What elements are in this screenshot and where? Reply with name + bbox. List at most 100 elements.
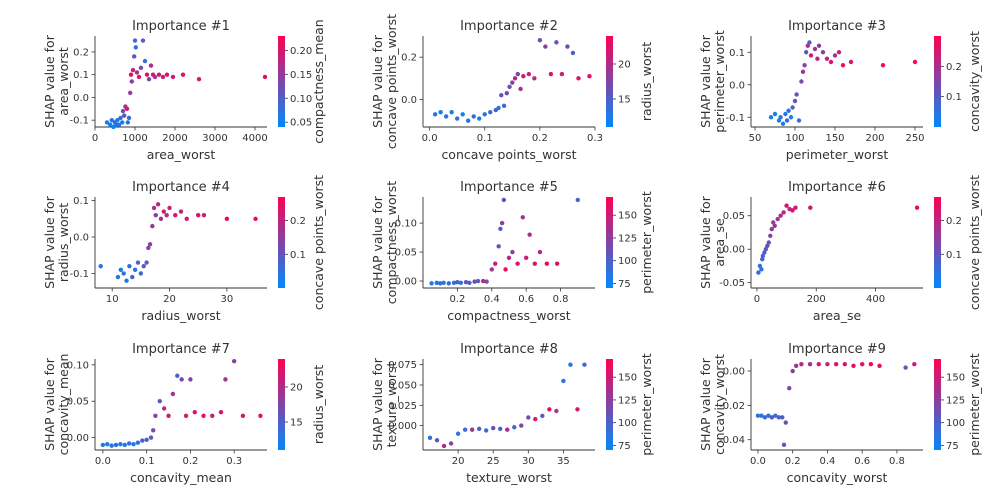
scatter-point xyxy=(122,442,127,448)
x-tick-label: 0.1 xyxy=(139,456,155,467)
scatter-point xyxy=(807,40,812,45)
x-tick-label: 0.2 xyxy=(785,456,801,467)
scatter-point xyxy=(510,249,515,255)
y-tick-label: -0.1 xyxy=(725,113,745,124)
scatter-point xyxy=(568,362,573,367)
y-tick-label: 0.025 xyxy=(388,401,417,412)
scatter-point xyxy=(489,267,494,272)
scatter-point xyxy=(880,63,886,68)
y-tick-label: -0.02 xyxy=(719,401,745,412)
colorbar-tick-label: 75 xyxy=(618,441,631,452)
scatter-point xyxy=(135,260,141,265)
scatter-point xyxy=(496,244,501,249)
scatter-point xyxy=(240,413,246,418)
colorbar xyxy=(606,197,613,288)
y-tick-label: 0.0 xyxy=(729,80,745,91)
scatter-point xyxy=(483,428,489,433)
scatter-point xyxy=(499,220,505,226)
scatter-point xyxy=(161,406,167,411)
scatter-point xyxy=(471,114,476,119)
chart-panel-6: Importance #6 0 200 400 -0.05 0.00 0.05 area_se… xyxy=(698,175,982,323)
scatter-point xyxy=(441,280,446,285)
scatter-point xyxy=(133,45,138,50)
x-axis-label: radius_worst xyxy=(141,308,220,323)
x-tick-label: 4000 xyxy=(242,133,267,144)
scatter-point xyxy=(113,442,119,448)
scatter-point xyxy=(816,43,822,48)
scatter-point xyxy=(173,213,178,218)
colorbar-label: compactness_mean xyxy=(311,19,326,143)
scatter-point xyxy=(482,112,487,117)
scatter-point xyxy=(501,103,507,109)
x-tick-label: 30 xyxy=(522,456,535,467)
scatter-point xyxy=(164,72,170,77)
y-tick-label: 0.0 xyxy=(401,95,417,106)
colorbar xyxy=(606,36,613,127)
scatter-point xyxy=(231,358,237,364)
scatter-point xyxy=(122,113,127,118)
colorbar-label: perimeter_worst xyxy=(639,191,654,294)
scatter-point xyxy=(144,72,150,77)
chart-panel-8: Importance #8 20 25 30 35 0.000 0.025 0.050 0.07… xyxy=(370,342,654,485)
scatter-point xyxy=(781,442,787,448)
x-tick-label: 0.3 xyxy=(587,133,603,144)
scatter-point xyxy=(192,409,197,415)
scatter-point xyxy=(477,116,482,121)
scatter-point xyxy=(140,438,145,443)
chart-title: Importance #8 xyxy=(460,342,558,357)
y-tick-label: 0.00 xyxy=(723,367,745,378)
x-tick-label: 200 xyxy=(807,294,826,305)
scatter-point xyxy=(178,209,184,214)
scatter-point xyxy=(501,197,507,203)
scatter-point xyxy=(554,408,559,414)
scatter-point xyxy=(188,377,193,382)
y-axis-label: SHAP value forarea_se xyxy=(698,195,727,289)
scatter-point xyxy=(759,267,764,272)
scatter-point xyxy=(760,253,766,259)
scatter-point xyxy=(763,246,769,252)
colorbar-tick-label: 0.1 xyxy=(946,250,962,261)
scatter-point xyxy=(506,255,512,261)
scatter-point xyxy=(804,50,809,55)
colorbar-tick-label: 0.05 xyxy=(290,118,312,129)
scatter-point xyxy=(832,53,838,58)
scatter-point xyxy=(515,261,520,266)
scatter-point xyxy=(108,122,113,127)
scatter-point xyxy=(537,249,543,255)
scatter-point xyxy=(903,365,908,370)
colorbar-label: concave points_worst xyxy=(967,175,982,310)
scatter-point xyxy=(128,90,133,96)
y-tick-label: -0.1 xyxy=(69,116,89,127)
chart-panel-1: Importance #1 0 1000 2000 3000 4000 -0.1 0.0 0.1… xyxy=(42,19,326,162)
scatter-point xyxy=(790,368,795,374)
scatter-point xyxy=(170,74,176,80)
colorbar-tick-label: 0.10 xyxy=(290,94,312,105)
scatter-point xyxy=(132,267,138,272)
scatter-point xyxy=(466,118,471,123)
scatter-point xyxy=(455,431,461,436)
scatter-point xyxy=(166,413,171,418)
x-tick-label: 10 xyxy=(106,294,119,305)
scatter-point xyxy=(515,71,521,77)
scatter-point xyxy=(912,59,918,65)
scatter-point xyxy=(115,274,121,280)
y-tick-label: 0.075 xyxy=(388,360,417,371)
scatter-point xyxy=(808,205,813,210)
scatter-point xyxy=(462,427,468,432)
colorbar-tick-label: 0.15 xyxy=(290,70,312,81)
y-tick-label: -0.04 xyxy=(719,435,745,446)
scatter-point xyxy=(438,281,443,286)
scatter-point xyxy=(458,280,464,285)
y-tick-label: 0.1 xyxy=(729,48,745,59)
scatter-point xyxy=(532,76,537,81)
y-axis-label: SHAP value forconcave points_worst xyxy=(370,14,399,149)
scatter-point xyxy=(796,118,802,123)
scatter-point xyxy=(104,120,110,125)
scatter-point xyxy=(120,120,125,125)
x-tick-label: 150 xyxy=(825,133,844,144)
colorbar-label: concavity_worst xyxy=(967,31,982,132)
scatter-point xyxy=(463,280,469,285)
scatter-point xyxy=(488,109,493,115)
scatter-point xyxy=(157,399,162,404)
scatter-point xyxy=(120,108,126,114)
